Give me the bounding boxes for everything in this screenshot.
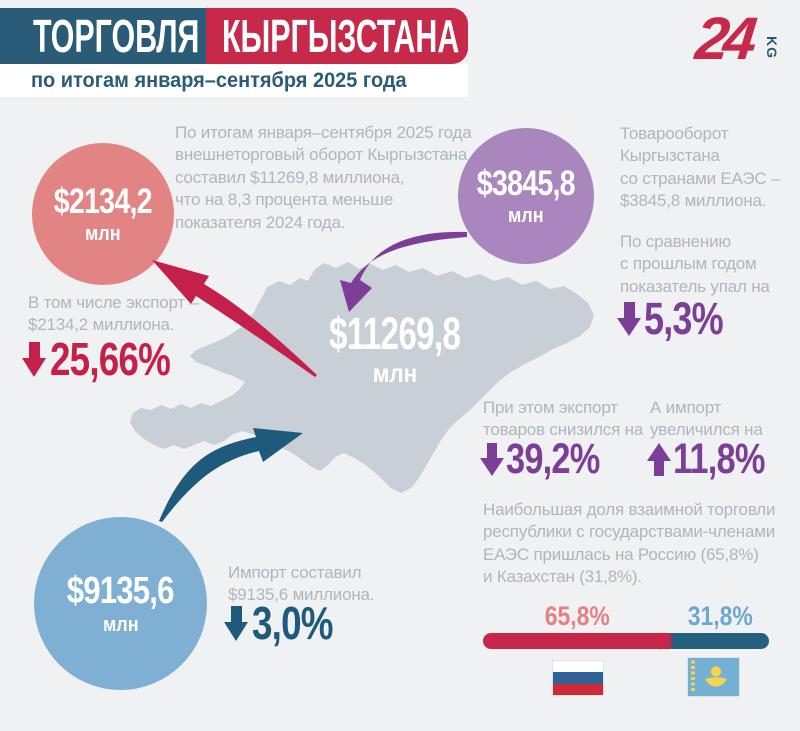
total-trade-value: $11269,8 xyxy=(329,308,461,359)
header-subtitle: по итогам января–сентября 2025 года xyxy=(31,69,407,92)
down-arrow-icon xyxy=(480,443,505,476)
up-arrow-icon xyxy=(647,442,672,476)
kazakhstan-flag-art xyxy=(688,658,739,696)
down-arrow-icon xyxy=(22,341,48,377)
logo-number: 24 xyxy=(692,5,755,72)
import-change-stat: 3,0% xyxy=(224,596,352,650)
eaeu-import-note: А импорт увеличился на xyxy=(650,398,763,440)
eaeu-circle: $3845,8 млн xyxy=(458,128,594,264)
eaeu-export-change-value: 39,2% xyxy=(505,435,600,483)
logo-kg-suffix: KG xyxy=(764,36,780,59)
eaeu-change-stat: 5,3% xyxy=(617,293,743,345)
eaeu-circle-unit: млн xyxy=(508,205,544,227)
total-trade-unit: млн xyxy=(372,360,418,388)
eaeu-import-change-stat: 11,8% xyxy=(647,435,787,484)
import-circle: $9135,6 млн xyxy=(34,517,207,690)
eaeu-import-change-value: 11,8% xyxy=(672,435,765,483)
down-arrow-icon xyxy=(224,605,250,641)
export-change-stat: 25,66% xyxy=(22,332,200,386)
export-change-value: 25,66% xyxy=(49,333,171,385)
eaeu-arrow-icon xyxy=(340,231,467,312)
header-subtitle-strip: по итогам января–сентября 2025 года xyxy=(0,64,468,97)
import-arrow-icon xyxy=(159,428,303,522)
kazakhstan-flag xyxy=(688,658,739,696)
import-circle-unit: млн xyxy=(102,614,139,636)
export-note: В том числе экспорт – $2134,2 миллиона. xyxy=(28,293,199,335)
share-bar-kazakhstan-segment xyxy=(671,633,769,649)
header-title-trade: ТОРГОВЛЯ xyxy=(33,10,200,62)
export-circle: $2134,2 млн xyxy=(32,143,174,285)
total-trade-label: $11269,8 млн xyxy=(285,308,505,389)
share-bar xyxy=(483,633,769,649)
header-bar-left: ТОРГОВЛЯ xyxy=(0,8,206,64)
share-bar-russia-segment xyxy=(483,633,672,649)
header-bar-right: КЫРГЫЗСТАНА xyxy=(206,8,468,64)
import-circle-value: $9135,6 xyxy=(67,570,175,612)
eaeu-change-value: 5,3% xyxy=(643,293,724,344)
24kg-logo: 24 KG xyxy=(690,5,790,80)
eaeu-circle-value: $3845,8 xyxy=(476,164,576,203)
russia-share-label: 65,8% xyxy=(544,601,610,631)
down-arrow-icon xyxy=(617,301,642,336)
intro-note: По итогам января–сентября 2025 года внеш… xyxy=(175,123,472,232)
kazakhstan-share-label: 31,8% xyxy=(687,601,754,631)
header-title-kyrgyzstan: КЫРГЫЗСТАНА xyxy=(222,10,460,62)
eaeu-export-change-stat: 39,2% xyxy=(480,435,623,484)
russia-flag xyxy=(553,661,603,695)
eaeu-comparison-note: По сравнению с прошлым годом показатель … xyxy=(620,232,770,296)
import-change-value: 3,0% xyxy=(251,597,333,649)
export-circle-unit: млн xyxy=(85,223,121,245)
share-note: Наибольшая доля взаимной торговли респуб… xyxy=(483,500,776,587)
export-circle-value: $2134,2 xyxy=(53,182,153,221)
import-note: Импорт составил $9135,6 миллиона. xyxy=(228,563,375,605)
eaeu-turnover-note: Товарооборот Кыргызстана со странами ЕАЭ… xyxy=(620,124,781,211)
